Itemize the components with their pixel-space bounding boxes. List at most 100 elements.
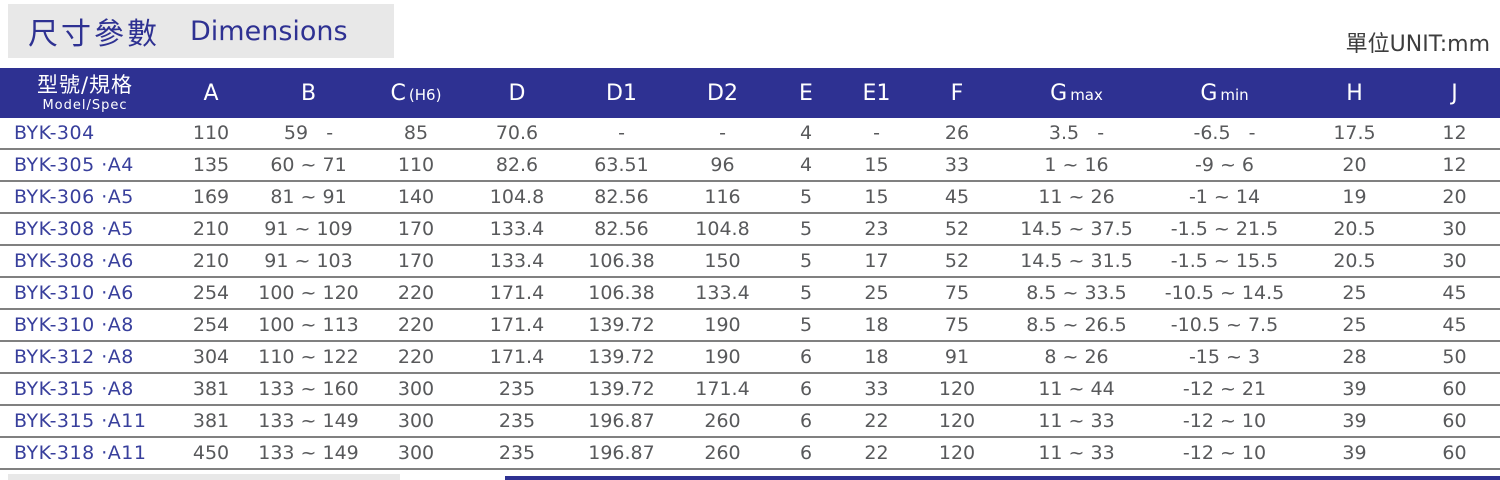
column-header-d1: D1	[567, 68, 676, 118]
value-cell: 25	[1300, 309, 1409, 342]
table-row: BYK-310 ·A6 254 100 ~ 120 220 171.4 106.38 133…	[0, 277, 1500, 310]
table-row: BYK-305 ·A4 135 60 ~ 71 110 82.6 63.51 96 4 15 33…	[0, 149, 1500, 182]
value-cell: 5	[769, 309, 843, 342]
value-cell: 381	[170, 405, 252, 438]
value-cell: 235	[467, 373, 567, 406]
table-row: BYK-312 ·A8 304 110 ~ 122 220 171.4 139.72 190…	[0, 341, 1500, 374]
value-cell: 300	[365, 437, 467, 470]
value-cell: 11 ~ 33	[1004, 405, 1149, 438]
value-cell: -	[567, 118, 676, 150]
value-cell: 171.4	[467, 277, 567, 310]
column-header-main: J	[1451, 80, 1458, 106]
value-cell: 254	[170, 309, 252, 342]
value-cell: 110	[365, 149, 467, 182]
value-cell: 17	[843, 245, 910, 278]
column-header-main: D2	[707, 80, 738, 106]
value-cell: 8 ~ 26	[1004, 341, 1149, 374]
column-header-main: G	[1050, 80, 1068, 106]
value-cell: 22	[843, 405, 910, 438]
value-cell: 133.4	[676, 277, 769, 310]
model-cell: BYK-318 ·A11	[0, 437, 170, 470]
value-cell: 6	[769, 373, 843, 406]
model-cell: BYK-304	[0, 118, 170, 150]
column-header-a: A	[170, 68, 252, 118]
value-cell: 4	[769, 118, 843, 150]
value-cell: 70.6	[467, 118, 567, 150]
value-cell: 91 ~ 103	[252, 245, 365, 278]
value-cell: 133.4	[467, 213, 567, 246]
value-cell: -15 ~ 3	[1149, 341, 1300, 374]
column-header-c-H6: C (H6)	[365, 68, 467, 118]
value-cell: 254	[170, 277, 252, 310]
value-cell: 75	[910, 309, 1004, 342]
next-section-title-box-partial	[8, 474, 400, 480]
value-cell: 300	[365, 373, 467, 406]
value-cell: 5	[769, 245, 843, 278]
value-cell: 5	[769, 181, 843, 214]
value-cell: 235	[467, 437, 567, 470]
value-cell: 381	[170, 373, 252, 406]
value-cell: 260	[676, 437, 769, 470]
value-cell: 75	[910, 277, 1004, 310]
value-cell: 300	[365, 405, 467, 438]
value-cell: 110	[170, 118, 252, 150]
model-cell: BYK-310 ·A8	[0, 309, 170, 342]
value-cell: 106.38	[567, 277, 676, 310]
value-cell: 18	[843, 309, 910, 342]
value-cell: -10.5 ~ 7.5	[1149, 309, 1300, 342]
value-cell: 106.38	[567, 245, 676, 278]
value-cell: 196.87	[567, 437, 676, 470]
value-cell: -	[676, 118, 769, 150]
value-cell: 18	[843, 341, 910, 374]
value-cell: 60	[1409, 437, 1500, 470]
value-cell: 1 ~ 16	[1004, 149, 1149, 182]
value-cell: 104.8	[676, 213, 769, 246]
model-cell: BYK-315 ·A11	[0, 405, 170, 438]
value-cell: 3.5 -	[1004, 118, 1149, 150]
model-cell: BYK-308 ·A6	[0, 245, 170, 278]
value-cell: 171.4	[467, 341, 567, 374]
table-row: BYK-315 ·A8 381 133 ~ 160 300 235 139.72 171.4…	[0, 373, 1500, 406]
column-header-e1: E1	[843, 68, 910, 118]
table-row: BYK-318 ·A11 450 133 ~ 149 300 235 196.87 260 6…	[0, 437, 1500, 470]
value-cell: 235	[467, 405, 567, 438]
value-cell: 220	[365, 277, 467, 310]
value-cell: 63.51	[567, 149, 676, 182]
column-header-main: D	[508, 80, 526, 106]
column-header-main: E1	[862, 80, 891, 106]
value-cell: 60	[1409, 405, 1500, 438]
column-header-main: E	[799, 80, 813, 106]
value-cell: 30	[1409, 245, 1500, 278]
model-cell: BYK-312 ·A8	[0, 341, 170, 374]
value-cell: 196.87	[567, 405, 676, 438]
value-cell: 33	[843, 373, 910, 406]
section-title-box: 尺寸參數 Dimensions	[8, 4, 394, 58]
column-header-j: J	[1409, 68, 1500, 118]
value-cell: -1.5 ~ 21.5	[1149, 213, 1300, 246]
value-cell: 60	[1409, 373, 1500, 406]
value-cell: 23	[843, 213, 910, 246]
value-cell: 170	[365, 245, 467, 278]
value-cell: 6	[769, 405, 843, 438]
column-header-main: H	[1346, 80, 1363, 106]
value-cell: 210	[170, 245, 252, 278]
value-cell: 26	[910, 118, 1004, 150]
value-cell: -12 ~ 21	[1149, 373, 1300, 406]
value-cell: 133.4	[467, 245, 567, 278]
value-cell: 39	[1300, 405, 1409, 438]
value-cell: 190	[676, 309, 769, 342]
value-cell: 22	[843, 437, 910, 470]
value-cell: 52	[910, 213, 1004, 246]
value-cell: 8.5 ~ 33.5	[1004, 277, 1149, 310]
value-cell: 140	[365, 181, 467, 214]
value-cell: 4	[769, 149, 843, 182]
column-header-f: F	[910, 68, 1004, 118]
value-cell: 82.56	[567, 213, 676, 246]
value-cell: 45	[1409, 309, 1500, 342]
value-cell: 139.72	[567, 309, 676, 342]
value-cell: 33	[910, 149, 1004, 182]
value-cell: -	[843, 118, 910, 150]
value-cell: 17.5	[1300, 118, 1409, 150]
value-cell: 20	[1300, 149, 1409, 182]
